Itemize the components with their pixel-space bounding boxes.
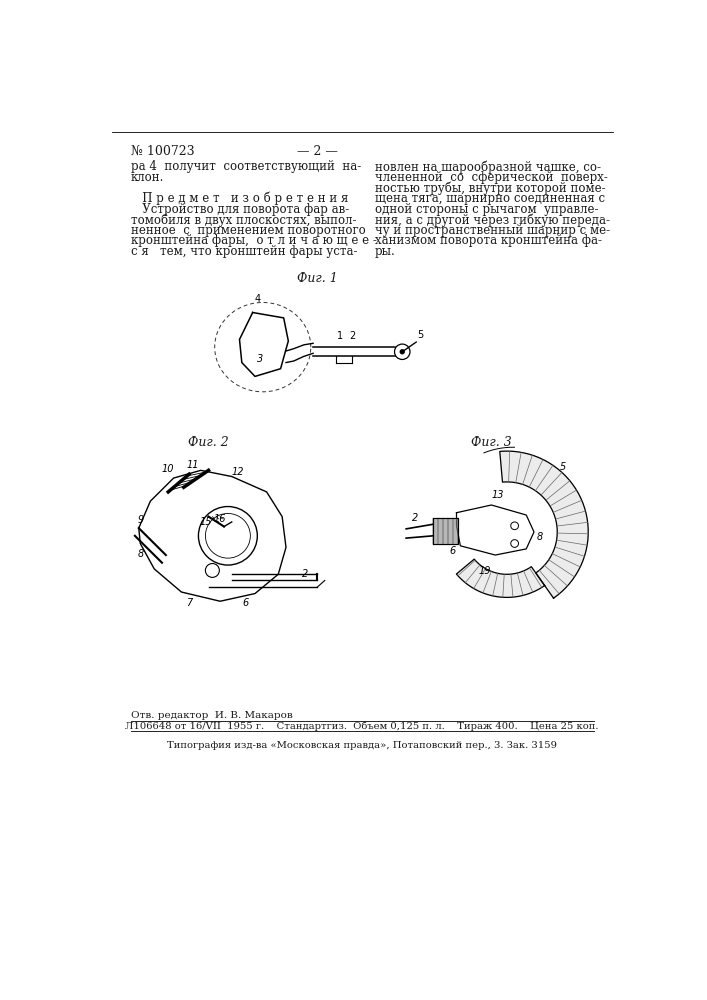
Text: 15: 15 bbox=[200, 517, 212, 527]
Text: 6: 6 bbox=[243, 598, 249, 608]
Text: 12: 12 bbox=[232, 467, 244, 477]
Text: 11: 11 bbox=[187, 460, 199, 470]
Text: 6: 6 bbox=[450, 546, 456, 556]
Text: 9: 9 bbox=[137, 515, 144, 525]
Text: № 100723: № 100723 bbox=[131, 145, 194, 158]
Text: Фиг. 2: Фиг. 2 bbox=[188, 436, 229, 449]
Polygon shape bbox=[500, 451, 588, 598]
Text: Устройство для поворота фар ав-: Устройство для поворота фар ав- bbox=[131, 203, 349, 216]
Text: кронштейна фары,  о т л и ч а ю щ е е -: кронштейна фары, о т л и ч а ю щ е е - bbox=[131, 234, 377, 247]
Polygon shape bbox=[457, 559, 544, 597]
Text: 2: 2 bbox=[412, 513, 419, 523]
Text: ния, а с другой через гибкую переда-: ния, а с другой через гибкую переда- bbox=[375, 213, 610, 227]
Text: П р е д м е т   и з о б р е т е н и я: П р е д м е т и з о б р е т е н и я bbox=[131, 192, 349, 205]
Text: Типография изд-ва «Московская правда», Потаповский пер., 3. Зак. 3159: Типография изд-ва «Московская правда», П… bbox=[167, 741, 557, 750]
Text: Л106648 от 16/VII  1955 г.    Стандартгиз.  Объем 0,125 п. л.    Тираж 400.    Ц: Л106648 от 16/VII 1955 г. Стандартгиз. О… bbox=[125, 721, 599, 731]
Text: ностью трубы, внутри которой поме-: ностью трубы, внутри которой поме- bbox=[375, 181, 606, 195]
Circle shape bbox=[400, 349, 404, 354]
Text: 16: 16 bbox=[214, 514, 226, 524]
Text: члененной  со  сферической  поверх-: члененной со сферической поверх- bbox=[375, 171, 608, 184]
Text: 5: 5 bbox=[417, 330, 423, 340]
Text: 13: 13 bbox=[491, 490, 504, 500]
Text: 2: 2 bbox=[349, 331, 355, 341]
Text: 5: 5 bbox=[559, 462, 566, 472]
Text: 7: 7 bbox=[186, 598, 192, 608]
Text: ры.: ры. bbox=[375, 245, 396, 258]
Text: ханизмом поворота кронштейна фа-: ханизмом поворота кронштейна фа- bbox=[375, 234, 602, 247]
Text: Отв. редактор  И. В. Макаров: Отв. редактор И. В. Макаров bbox=[131, 711, 293, 720]
Text: одной стороны с рычагом  управле-: одной стороны с рычагом управле- bbox=[375, 203, 599, 216]
Circle shape bbox=[510, 540, 518, 547]
Text: 10: 10 bbox=[162, 464, 175, 474]
Circle shape bbox=[510, 522, 518, 530]
Text: Фиг. 1: Фиг. 1 bbox=[297, 272, 337, 285]
Text: 3: 3 bbox=[257, 354, 264, 364]
Polygon shape bbox=[500, 451, 588, 598]
Text: 2: 2 bbox=[303, 569, 308, 579]
Polygon shape bbox=[433, 518, 458, 544]
Polygon shape bbox=[457, 559, 544, 597]
Text: с я   тем, что кронштейн фары уста-: с я тем, что кронштейн фары уста- bbox=[131, 245, 358, 258]
Text: новлен на шарообразной чашке, со-: новлен на шарообразной чашке, со- bbox=[375, 160, 601, 174]
Polygon shape bbox=[457, 505, 534, 555]
Text: Фиг. 3: Фиг. 3 bbox=[471, 436, 512, 449]
Text: 4: 4 bbox=[255, 294, 260, 304]
Text: чу и пространственный шарнир с ме-: чу и пространственный шарнир с ме- bbox=[375, 224, 610, 237]
Text: 8: 8 bbox=[537, 532, 542, 542]
Text: 8: 8 bbox=[137, 549, 144, 559]
Text: 19: 19 bbox=[479, 566, 491, 576]
Text: — 2 —: — 2 — bbox=[296, 145, 337, 158]
Text: томобиля в двух плоскостях, выпол-: томобиля в двух плоскостях, выпол- bbox=[131, 213, 356, 227]
Text: 1: 1 bbox=[337, 331, 344, 341]
Polygon shape bbox=[139, 470, 286, 601]
Text: ненное  с  применением поворотного: ненное с применением поворотного bbox=[131, 224, 366, 237]
Text: ра 4  получит  соответствующий  на-: ра 4 получит соответствующий на- bbox=[131, 160, 361, 173]
Text: щена тяга, шарнирно соединенная с: щена тяга, шарнирно соединенная с bbox=[375, 192, 605, 205]
Text: клон.: клон. bbox=[131, 171, 164, 184]
